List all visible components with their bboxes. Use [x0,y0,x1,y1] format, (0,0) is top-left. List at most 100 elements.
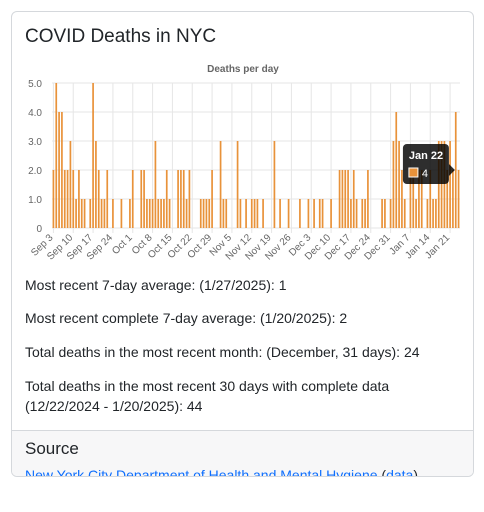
bar[interactable] [398,141,400,228]
bar[interactable] [364,199,366,228]
bar[interactable] [409,170,412,228]
bar[interactable] [89,199,92,228]
bar[interactable] [146,199,148,228]
bar[interactable] [177,170,179,228]
bar[interactable] [401,170,403,228]
bar[interactable] [140,170,143,228]
bar[interactable] [420,170,423,228]
bar[interactable] [321,199,324,228]
bar[interactable] [165,170,168,228]
bar[interactable] [112,199,114,228]
bar[interactable] [350,199,352,228]
bar[interactable] [103,199,106,228]
bar[interactable] [131,170,134,228]
bar[interactable] [384,199,386,228]
bar[interactable] [355,199,358,228]
bar[interactable] [92,83,94,228]
bar[interactable] [129,199,131,228]
bar[interactable] [168,199,171,228]
bar[interactable] [437,141,440,228]
bar[interactable] [412,170,415,228]
bar[interactable] [352,170,355,228]
bar[interactable] [160,199,162,228]
bar[interactable] [389,199,392,228]
bar[interactable] [182,170,185,228]
bar[interactable] [392,141,395,228]
bar[interactable] [66,170,69,228]
bar[interactable] [307,199,310,228]
bar[interactable] [75,199,77,228]
bar[interactable] [262,199,264,228]
bar[interactable] [202,199,205,228]
bar[interactable] [245,199,247,228]
bar[interactable] [338,170,341,228]
bar[interactable] [395,112,398,228]
bar[interactable] [454,112,457,228]
bar[interactable] [347,170,349,228]
bar[interactable] [143,170,145,228]
bar[interactable] [341,170,344,228]
bar[interactable] [120,199,123,228]
bar[interactable] [100,199,103,228]
bar[interactable] [205,199,208,228]
bar[interactable] [188,170,191,228]
bar[interactable] [415,199,417,228]
nyc-health-link[interactable]: New York City Department of Health and M… [25,467,378,477]
bar[interactable] [279,199,281,228]
bar[interactable] [381,199,383,228]
bar[interactable] [432,199,434,228]
bar[interactable] [426,199,429,228]
bar[interactable] [97,170,100,228]
bar[interactable] [63,170,66,228]
bar[interactable] [457,170,460,228]
bar[interactable] [208,199,211,228]
bar[interactable] [429,170,432,228]
bar[interactable] [61,112,63,228]
bar[interactable] [440,141,443,228]
bar[interactable] [106,170,109,228]
bar[interactable] [78,170,80,228]
bar[interactable] [449,141,451,228]
bar[interactable] [239,199,242,228]
bar[interactable] [443,141,446,228]
bar[interactable] [211,170,213,228]
bar[interactable] [58,112,60,228]
bar[interactable] [52,170,55,228]
bar[interactable] [367,170,369,228]
bar[interactable] [250,199,253,228]
bar[interactable] [253,199,256,228]
bar[interactable] [318,199,321,228]
bar[interactable] [330,199,332,228]
bar[interactable] [95,141,97,228]
bar[interactable] [163,199,165,228]
bar[interactable] [157,199,160,228]
bar[interactable] [418,170,420,228]
bar[interactable] [180,170,182,228]
bar[interactable] [299,199,301,228]
bar[interactable] [344,170,347,228]
bar[interactable] [55,83,58,228]
bar[interactable] [256,199,259,228]
bar[interactable] [80,199,83,228]
bar[interactable] [219,141,222,228]
bar[interactable] [69,141,72,228]
bar[interactable] [83,199,86,228]
bar[interactable] [313,199,315,228]
bar[interactable] [361,199,364,228]
bar[interactable] [185,199,188,228]
bar[interactable] [199,199,202,228]
bar[interactable] [403,199,406,228]
bar[interactable] [148,199,151,228]
bar[interactable] [222,199,225,228]
bar[interactable] [287,199,290,228]
bar[interactable] [446,170,449,228]
data-link[interactable]: data [386,467,414,477]
bar[interactable] [452,170,454,228]
bar[interactable] [225,199,228,228]
bar[interactable] [72,170,75,228]
bar[interactable] [273,141,276,228]
bar[interactable] [236,141,239,228]
bar[interactable] [154,141,157,228]
bar[interactable] [435,199,437,228]
bar[interactable] [151,199,154,228]
